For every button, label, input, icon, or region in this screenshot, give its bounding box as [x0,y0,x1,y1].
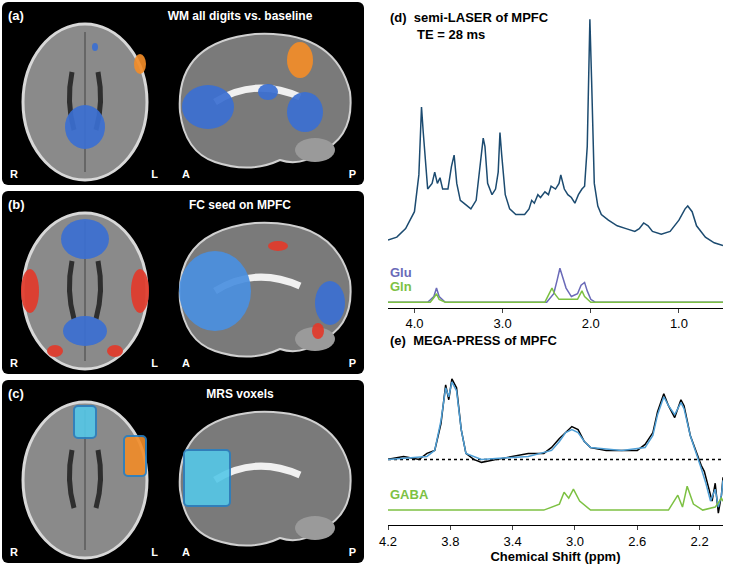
svg-text:Glu: Glu [390,265,412,280]
svg-text:TE = 28 ms: TE = 28 ms [417,27,485,42]
svg-text:3.0: 3.0 [566,534,584,549]
svg-text:(c): (c) [8,386,24,401]
svg-text:1.0: 1.0 [670,316,688,331]
svg-text:R: R [10,357,18,369]
svg-text:4.0: 4.0 [405,316,423,331]
svg-text:MRS voxels: MRS voxels [206,387,274,401]
svg-text:(a): (a) [8,8,24,23]
svg-text:4.2: 4.2 [379,534,397,549]
svg-text:(e) MEGA-PRESS of MPFC: (e) MEGA-PRESS of MPFC [390,333,557,348]
svg-text:R: R [10,546,18,558]
svg-text:A: A [182,357,190,369]
svg-text:(d) semi-LASER of MPFC: (d) semi-LASER of MPFC [390,10,549,25]
svg-text:R: R [10,168,18,180]
svg-text:P: P [349,546,356,558]
svg-text:P: P [349,357,356,369]
svg-text:3.0: 3.0 [494,316,512,331]
svg-text:2.6: 2.6 [628,534,646,549]
svg-text:L: L [151,168,158,180]
svg-text:WM all digits vs. baseline: WM all digits vs. baseline [168,9,313,23]
svg-text:L: L [151,546,158,558]
svg-text:Gln: Gln [390,279,412,294]
svg-text:A: A [182,546,190,558]
svg-text:2.2: 2.2 [691,534,709,549]
svg-text:A: A [182,168,190,180]
svg-text:GABA: GABA [390,487,429,502]
svg-text:2.0: 2.0 [582,316,600,331]
svg-text:(b): (b) [8,197,25,212]
svg-text:3.8: 3.8 [441,534,459,549]
svg-text:Chemical Shift (ppm): Chemical Shift (ppm) [490,549,620,564]
svg-text:3.4: 3.4 [504,534,522,549]
svg-text:P: P [349,168,356,180]
svg-text:L: L [151,357,158,369]
svg-text:FC seed on MPFC: FC seed on MPFC [189,198,291,212]
